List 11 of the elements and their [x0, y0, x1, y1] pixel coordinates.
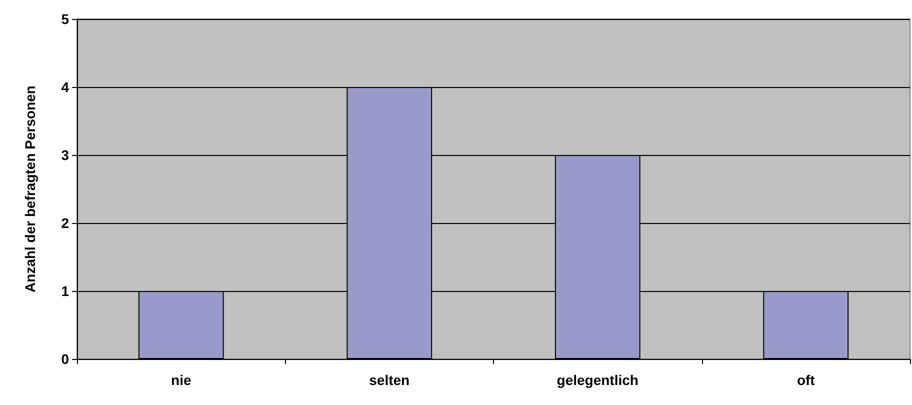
x-tick-label: oft	[796, 372, 816, 388]
x-tick-label: gelegentlich	[556, 372, 638, 388]
y-tick-label: 1	[61, 283, 70, 299]
y-tick-label: 5	[61, 11, 70, 27]
y-tick-label: 4	[61, 79, 70, 95]
y-tick-label: 0	[61, 351, 70, 367]
y-tick-label: 2	[61, 215, 70, 231]
x-tick-label: nie	[171, 372, 192, 388]
x-tick-label: selten	[369, 372, 410, 388]
y-axis-title: Anzahl der befragten Personen	[22, 86, 38, 292]
y-tick-label: 3	[61, 147, 70, 163]
